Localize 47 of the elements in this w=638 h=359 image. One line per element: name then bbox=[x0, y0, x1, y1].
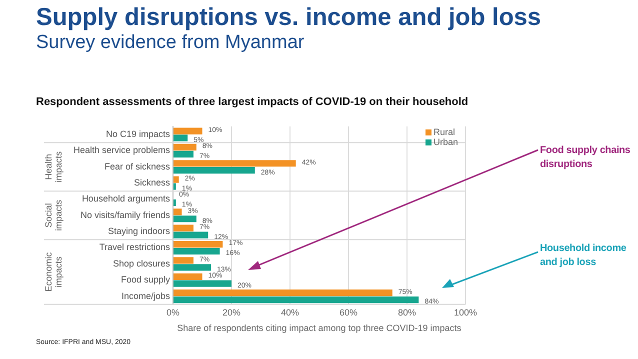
legend-label: Urban bbox=[433, 136, 458, 147]
y-tick-label: Health service problems bbox=[73, 145, 170, 156]
chart-title: Supply disruptions vs. income and job loss bbox=[36, 4, 542, 32]
y-tick-label: Travel restrictions bbox=[99, 242, 170, 252]
bar bbox=[174, 232, 208, 238]
bar bbox=[174, 224, 194, 232]
bar bbox=[174, 216, 196, 222]
bar bbox=[174, 240, 223, 248]
y-tick-label: No visits/family friends bbox=[80, 210, 170, 220]
y-tick-label: Fear of sickness bbox=[104, 161, 170, 172]
bar bbox=[174, 160, 296, 167]
y-tick-label: Sickness bbox=[134, 178, 170, 188]
y-tick-label: Food supply bbox=[120, 274, 170, 285]
bar bbox=[174, 280, 232, 287]
chart-subtitle: Survey evidence from Myanmar bbox=[36, 32, 304, 54]
x-tick-label: 60% bbox=[339, 307, 358, 318]
x-tick-label: 20% bbox=[222, 307, 241, 318]
text: Household income and job loss bbox=[540, 242, 628, 270]
bar bbox=[174, 290, 392, 296]
y-tick-label: Staying indoors bbox=[108, 226, 170, 236]
bar bbox=[174, 134, 188, 142]
bar bbox=[174, 144, 196, 150]
y-tick-label: No C19 impacts bbox=[106, 128, 170, 139]
bar bbox=[174, 176, 179, 183]
y-tick-label: Shop closures bbox=[112, 258, 170, 268]
text: Health impacts bbox=[43, 150, 64, 182]
bar bbox=[174, 150, 194, 158]
bar bbox=[174, 264, 212, 271]
bar bbox=[174, 208, 182, 216]
x-tick-label: 40% bbox=[280, 307, 300, 318]
text: Social impacts bbox=[43, 199, 64, 231]
text: Economic impacts bbox=[43, 252, 64, 292]
bar bbox=[174, 248, 220, 255]
y-tick-label: Income/jobs bbox=[121, 290, 170, 301]
text: Food supply chains disruptions bbox=[540, 144, 632, 172]
x-tick-label: 100% bbox=[454, 307, 478, 318]
bar bbox=[174, 296, 419, 304]
bar bbox=[174, 128, 202, 134]
x-tick-label: 0% bbox=[166, 307, 180, 318]
bar bbox=[174, 167, 255, 174]
y-tick-label: Household arguments bbox=[82, 194, 170, 204]
bar bbox=[174, 273, 202, 280]
legend-label: Rural bbox=[433, 126, 456, 137]
x-tick-label: 80% bbox=[398, 307, 416, 318]
x-axis-title: Share of respondents citing impact among top three COVID-19 impacts bbox=[177, 323, 462, 334]
bar bbox=[174, 257, 194, 264]
y-axis-title: Respondent assessments of three largest impacts of COVID-19 on their household bbox=[36, 96, 468, 108]
